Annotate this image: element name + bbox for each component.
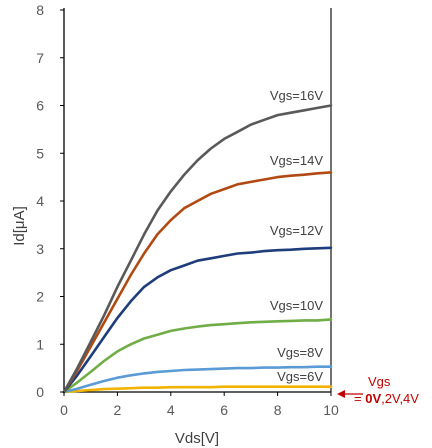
series-line-vgs-14v (62, 171, 333, 394)
x-tick-label: 2 (114, 402, 122, 418)
axis-ticks: 0 1 2 3 4 5 6 7 8 0 2 4 6 8 10 (36, 2, 339, 418)
series-label-vgs-12v: Vgs=12V (270, 223, 323, 238)
annotation-line-2: = 0V,2V,4V (354, 391, 419, 406)
series-line-vgs-8v (62, 365, 333, 394)
annotation-bold-value: 0V (365, 391, 381, 406)
series-label-vgs-16v: Vgs=16V (270, 88, 323, 103)
x-axis-title: Vds[V] (175, 430, 219, 447)
series-label-vgs-6v: Vgs=6V (277, 369, 323, 384)
x-tick-label: 10 (323, 402, 339, 418)
series-labels: Vgs=16V Vgs=14V Vgs=12V Vgs=10V Vgs=8V Vgs=6V (270, 88, 323, 384)
x-tick-label: 4 (167, 402, 175, 418)
y-tick-label: 2 (36, 289, 44, 305)
x-tick-label: 0 (60, 402, 68, 418)
annotation-rest: ,2V,4V (381, 391, 419, 406)
series-label-vgs-14v: Vgs=14V (270, 153, 323, 168)
off-state-annotation: Vgs = 0V,2V,4V (337, 374, 419, 406)
annotation-arrow-head (337, 390, 345, 398)
y-tick-label: 0 (36, 384, 44, 400)
series-line-vgs-6v (62, 385, 333, 394)
y-tick-label: 7 (36, 50, 44, 66)
y-tick-label: 8 (36, 2, 44, 18)
y-tick-label: 6 (36, 98, 44, 114)
x-tick-label: 8 (274, 402, 282, 418)
y-tick-label: 1 (36, 336, 44, 352)
y-tick-label: 5 (36, 145, 44, 161)
series-label-vgs-10v: Vgs=10V (270, 298, 323, 313)
series-line-vgs-16v (62, 104, 333, 394)
series-line-vgs-12v (62, 246, 333, 394)
series-layer (62, 104, 333, 394)
annotation-prefix: = (354, 391, 365, 406)
series-line-vgs-10v (62, 318, 333, 394)
y-tick-label: 3 (36, 241, 44, 257)
y-tick-label: 4 (36, 193, 44, 209)
y-axis-title: Id[μA] (11, 206, 28, 246)
annotation-line-1: Vgs (368, 374, 391, 389)
series-label-vgs-8v: Vgs=8V (277, 345, 323, 360)
x-tick-label: 6 (220, 402, 228, 418)
